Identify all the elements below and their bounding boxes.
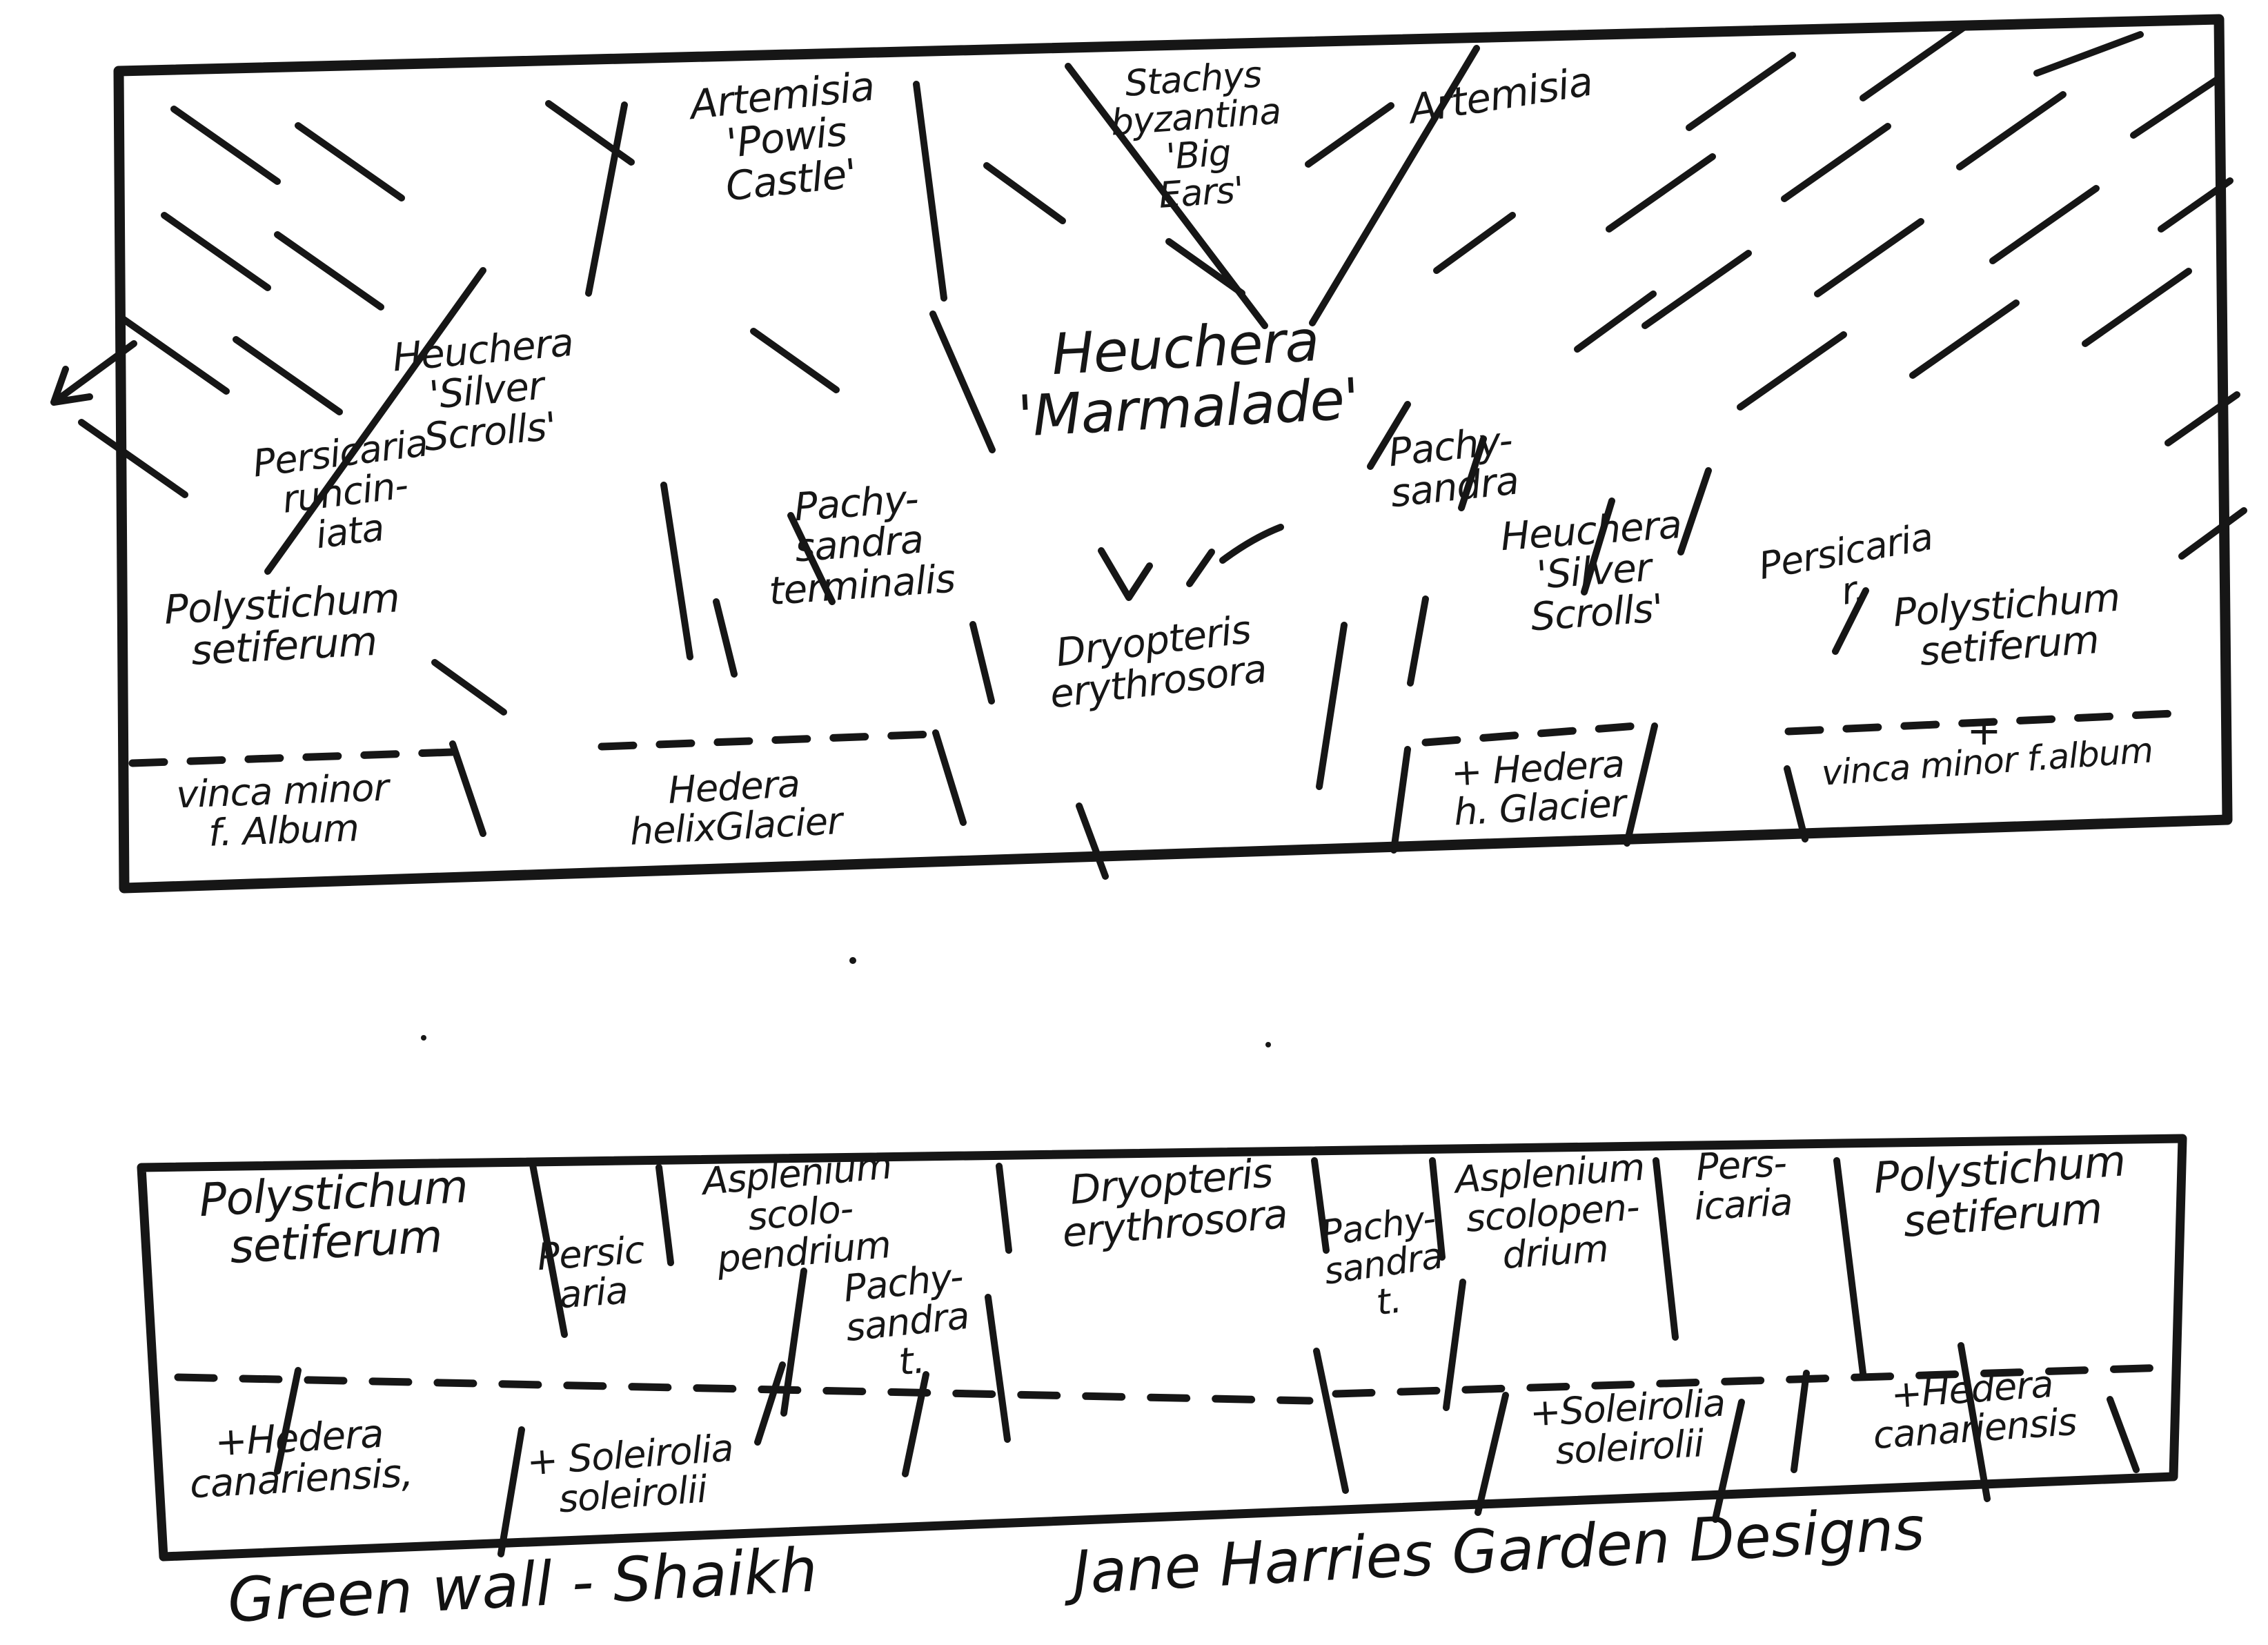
plant-label-heuchera-silver-scrolls-right: Heuchera 'Silver Scrolls' xyxy=(1499,502,1683,640)
plus-sign-right: + xyxy=(1966,707,2001,755)
plant-label-persicaria-lower-right: Pers- icaria xyxy=(1693,1141,1794,1229)
stray-dots xyxy=(421,957,1271,1047)
plant-label-stachys-byzantina-big-ears: Stachys byzantina 'Big Ears' xyxy=(1109,54,1283,217)
plant-label-polystichum-setiferum-lower-left: Polystichum setiferum xyxy=(197,1159,469,1274)
plant-label-hedera-canariensis-left: +Hedera canariensis, xyxy=(188,1411,414,1508)
dashed-underplanting-lines-upper xyxy=(128,709,2178,767)
hatch-marks xyxy=(78,22,2247,716)
plant-label-soleirolia-right: +Soleirolia soleirolii xyxy=(1528,1381,1726,1473)
plant-label-pachysandra-terminalis: Pachy- sandra terminalis xyxy=(767,476,956,614)
upper-panel-outline xyxy=(113,14,2233,894)
plant-label-pachysandra-t-lower-left: Pachy- sandra t. xyxy=(841,1254,972,1384)
plant-label-vinca-minor-f-album-left: vinca minor f. Album xyxy=(175,765,389,855)
plant-label-polystichum-setiferum-left: Polystichum setiferum xyxy=(163,574,401,675)
lower-panel-outline xyxy=(137,1134,2187,1562)
planting-divider-strokes-lower xyxy=(274,1157,2140,1557)
dashed-underplanting-line-lower xyxy=(174,1363,2171,1405)
plant-label-hedera-helix-glacier: Hedera helixGlacier xyxy=(629,762,843,854)
planting-divider-strokes-upper xyxy=(50,45,1869,880)
plant-label-persicaria-lower-left: Persic aria xyxy=(535,1228,646,1317)
plant-label-hedera-h-glacier-right: + Hedera h. Glacier xyxy=(1450,742,1627,834)
